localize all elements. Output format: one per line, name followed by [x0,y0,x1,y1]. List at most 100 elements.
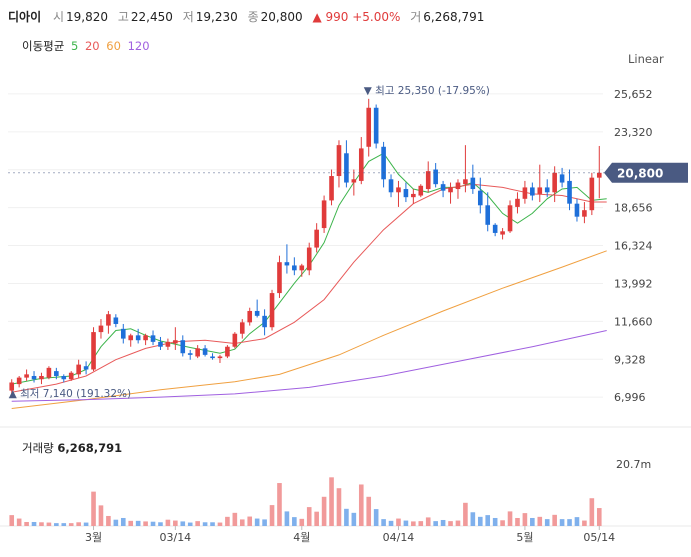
candle-down [477,190,483,206]
candle-up [537,187,543,194]
volume-bar [537,516,543,526]
stock-header: 디아이 시 19,820 고 22,450 저 19,230 종 20,800 ▲ 99… [8,8,490,25]
open-value: 19,820 [66,10,108,24]
volume-bar [455,520,461,526]
volume-bar [366,496,372,526]
candle-down [210,356,215,359]
open-label: 시 [52,10,64,24]
candle-up [314,229,319,248]
candle-down [120,328,126,339]
candle-up [582,210,587,217]
ma5-line [11,152,607,385]
volume-bar [477,516,483,526]
volume-bar [373,509,379,526]
candle-down [61,375,67,380]
candle-up [321,200,327,229]
price-tick-label: 13,992 [614,277,653,290]
volume-bar [470,512,476,526]
volume-bar [247,516,253,526]
moving-average-legend[interactable]: 이동평균 5 20 60 120 [22,38,153,54]
volume-bar [530,517,535,526]
ma60-line [11,250,607,409]
stock-name: 디아이 [8,10,42,24]
ma-legend-title: 이동평균 [22,39,65,53]
change-value: ▲ 990 [312,10,349,24]
candle-down [180,340,186,354]
volume-axis-label: 20.7m [616,458,651,471]
candle-up [16,377,22,385]
candle-down [150,335,156,342]
ma5-legend: 5 [70,39,79,53]
candle-down [373,107,379,144]
volume-bar [358,484,364,526]
candle-up [128,335,134,341]
candle-down [31,375,37,380]
price-tag-label: 20,800 [617,166,663,180]
date-tick-label: 03/14 [159,531,191,544]
candle-up [232,333,238,347]
volume-bar [46,522,52,526]
change-percent: +5.00% [352,10,401,24]
date-tick-label: 5월 [516,531,533,544]
candle-up [173,340,178,344]
candle-up [46,367,52,378]
candle-down [262,315,267,328]
candle-down [135,335,141,341]
price-axis: 25,65223,32020,98818,65616,32413,99211,6… [614,88,653,404]
volume-bar [500,520,505,526]
candle-down [381,146,386,180]
candle-down [485,205,491,225]
volume-bar [269,505,275,526]
volume-bar [492,517,498,526]
high-label: 고 [117,10,129,24]
volume-bar [173,520,178,526]
volume-bar [403,520,409,526]
volume-bar [225,516,230,526]
candle-down [559,174,565,183]
volume-bar [559,519,565,526]
candle-down [158,341,163,347]
volume-bar [448,521,453,526]
candle-down [202,348,208,355]
candle-up [522,187,528,199]
volume-bar [76,522,81,526]
candle-up [329,176,334,201]
volume-bar [306,507,312,526]
scale-mode-button[interactable]: Linear [628,52,664,66]
candle-up [411,193,416,198]
candle-down [54,371,59,376]
candle-down [388,179,394,193]
candle-down [403,189,409,198]
candle-down [470,177,476,190]
candle-up [596,172,602,178]
date-tick-label: 04/14 [383,531,415,544]
candle-up [463,179,468,185]
volume-bar [54,523,59,526]
candle-up [358,148,364,181]
volume-bar [574,517,580,526]
candle-up [366,107,372,147]
price-tick-label: 18,656 [614,202,653,215]
candle-down [113,317,119,324]
annotations: ▼ 최고 25,350 (-17.95%) ▲ 최저 7,140 (191.32%… [8,85,688,400]
volume-bar [277,483,282,526]
candle-up [336,145,342,177]
volume-bar [143,521,148,526]
candle-down [83,366,89,370]
volume-bar [68,523,74,526]
candle-up [9,382,15,391]
volume-bar [24,521,29,526]
candle-up [277,262,282,294]
candle-down [530,187,535,196]
volume-bar [485,515,491,526]
volume-bar [39,522,44,526]
volume-bar [314,511,319,526]
candle-up [515,198,520,207]
volume-bar [567,519,572,526]
candle-up [455,182,461,190]
candle-up [24,374,29,378]
ma20-line [11,183,607,393]
candle-up [225,346,230,357]
candle-down [292,265,297,271]
